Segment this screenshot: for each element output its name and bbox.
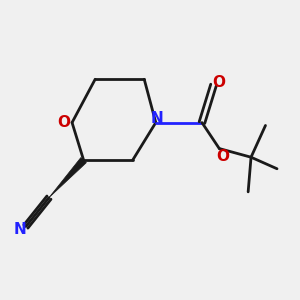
Text: O: O — [58, 115, 70, 130]
Text: O: O — [212, 75, 225, 90]
Text: N: N — [13, 223, 26, 238]
Text: O: O — [216, 149, 229, 164]
Polygon shape — [49, 158, 86, 198]
Text: N: N — [151, 111, 164, 126]
